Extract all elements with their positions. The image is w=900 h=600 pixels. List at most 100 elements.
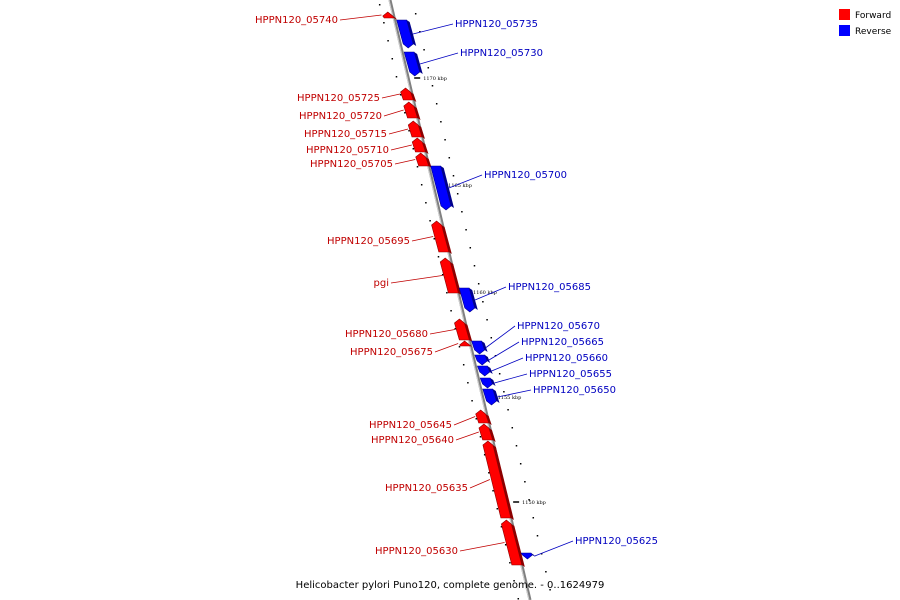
gene-label: HPPN120_05650 xyxy=(533,385,616,396)
gene-arrow-shade xyxy=(485,414,492,425)
gene-label: HPPN120_05715 xyxy=(304,129,387,140)
gene-leader-line xyxy=(383,109,404,117)
minor-dot xyxy=(545,571,547,573)
gene-arrow-shade xyxy=(441,225,452,254)
gene-label: HPPN120_05680 xyxy=(345,329,428,340)
gene-arrow xyxy=(500,519,523,566)
minor-dot xyxy=(431,85,434,87)
gene-label: HPPN120_05725 xyxy=(297,93,380,104)
minor-dot xyxy=(427,67,430,69)
gene-feature-hppn120-05710 xyxy=(411,137,429,154)
minor-dot xyxy=(477,283,480,285)
gene-leader-line xyxy=(455,431,479,441)
minor-dot xyxy=(454,328,457,330)
gene-feature-hppn120-05650 xyxy=(482,388,500,406)
gene-arrow xyxy=(403,51,421,77)
gene-arrow xyxy=(439,257,459,294)
gene-feature-hppn120-05675 xyxy=(459,340,474,348)
gene-arrow-shade xyxy=(469,288,478,310)
minor-dot xyxy=(414,13,417,15)
gene-arrow-shade xyxy=(492,389,500,403)
major-tick-label: 1170 kbp xyxy=(423,76,447,82)
gene-label: HPPN120_05655 xyxy=(529,369,612,380)
major-tick-label: 1155 kbp xyxy=(498,395,522,401)
minor-dot xyxy=(378,4,381,6)
gene-arrow-shade xyxy=(492,445,514,520)
gene-arrow-shade xyxy=(422,142,429,154)
gene-label: HPPN120_05695 xyxy=(327,236,410,247)
gene-label: HPPN120_05740 xyxy=(255,15,338,26)
gene-leader-line xyxy=(448,174,483,189)
gene-arrow xyxy=(520,552,533,560)
major-tick-label: 1150 kbp xyxy=(522,500,546,506)
major-tick-label: 1160 kbp xyxy=(473,290,497,296)
minor-dot xyxy=(479,436,482,438)
legend-forward-swatch xyxy=(839,9,850,20)
gene-leader-line xyxy=(390,275,443,284)
minor-dot xyxy=(437,256,440,258)
gene-leader-line xyxy=(474,286,507,301)
gene-label: HPPN120_05735 xyxy=(455,19,538,30)
minor-dot xyxy=(536,535,539,537)
gene-leader-line xyxy=(394,159,416,165)
minor-dot xyxy=(429,220,431,222)
minor-dot xyxy=(511,427,514,429)
gene-leader-line xyxy=(491,357,524,372)
minor-dot xyxy=(549,589,551,591)
gene-feature-pgi xyxy=(439,257,462,295)
gene-leader-line xyxy=(469,479,491,489)
minor-dot xyxy=(404,112,406,114)
gene-label: HPPN120_05670 xyxy=(517,321,600,332)
minor-dot xyxy=(524,481,526,483)
gene-feature-hppn120-05645 xyxy=(475,409,492,425)
minor-dot xyxy=(498,373,501,375)
gene-label: HPPN120_05675 xyxy=(350,347,433,358)
minor-dot xyxy=(435,103,438,105)
gene-features xyxy=(382,11,536,567)
gene-arrow-shade xyxy=(484,355,491,363)
gene-leader-line xyxy=(488,341,520,361)
gene-label: HPPN120_05685 xyxy=(508,282,591,293)
gene-leader-line xyxy=(412,23,454,35)
gene-leader-line xyxy=(429,329,455,335)
gene-arrow-shade xyxy=(410,92,417,102)
minor-dot xyxy=(467,382,469,384)
minor-dot xyxy=(461,211,463,213)
gene-feature-hppn120-05630 xyxy=(500,519,525,567)
gene-leader-line xyxy=(411,236,434,242)
gene-leader-line xyxy=(434,343,459,353)
gene-arrow-shade xyxy=(413,106,421,120)
gene-feature-hppn120-05715 xyxy=(407,120,425,139)
gene-feature-hppn120-05655 xyxy=(479,377,496,389)
legend-forward-label: Forward xyxy=(855,11,891,21)
gene-label: HPPN120_05660 xyxy=(525,353,608,364)
minor-dot xyxy=(540,553,543,555)
gene-feature-hppn120-05660 xyxy=(476,365,493,377)
minor-dot xyxy=(462,364,465,366)
legend-reverse-swatch xyxy=(839,25,850,36)
gene-arrow-shade xyxy=(488,428,496,442)
minor-dot xyxy=(395,76,398,78)
gene-arrow-shade xyxy=(469,345,474,348)
gene-feature-hppn120-05625 xyxy=(520,552,536,560)
gene-label: HPPN120_05700 xyxy=(484,170,567,181)
minor-dot xyxy=(387,40,389,42)
gene-arrow-shade xyxy=(464,323,473,342)
gene-feature-hppn120-05735 xyxy=(396,19,417,49)
gene-arrow xyxy=(479,377,493,389)
minor-dot xyxy=(444,139,446,141)
gene-arrow-shade xyxy=(425,157,432,168)
gene-leader-line xyxy=(485,325,516,348)
gene-arrow xyxy=(430,165,452,211)
gene-arrow xyxy=(396,19,414,49)
gene-label: HPPN120_05705 xyxy=(310,159,393,170)
legend: Forward Reverse xyxy=(839,9,892,37)
gene-arrow-shade xyxy=(392,16,398,20)
minor-dot xyxy=(425,202,427,204)
minor-dot xyxy=(515,445,518,447)
gene-leader-line xyxy=(459,542,505,552)
gene-arrow-shade xyxy=(490,378,496,386)
minor-dot xyxy=(496,508,499,510)
minor-dot xyxy=(416,166,419,168)
minor-dot xyxy=(507,409,509,411)
